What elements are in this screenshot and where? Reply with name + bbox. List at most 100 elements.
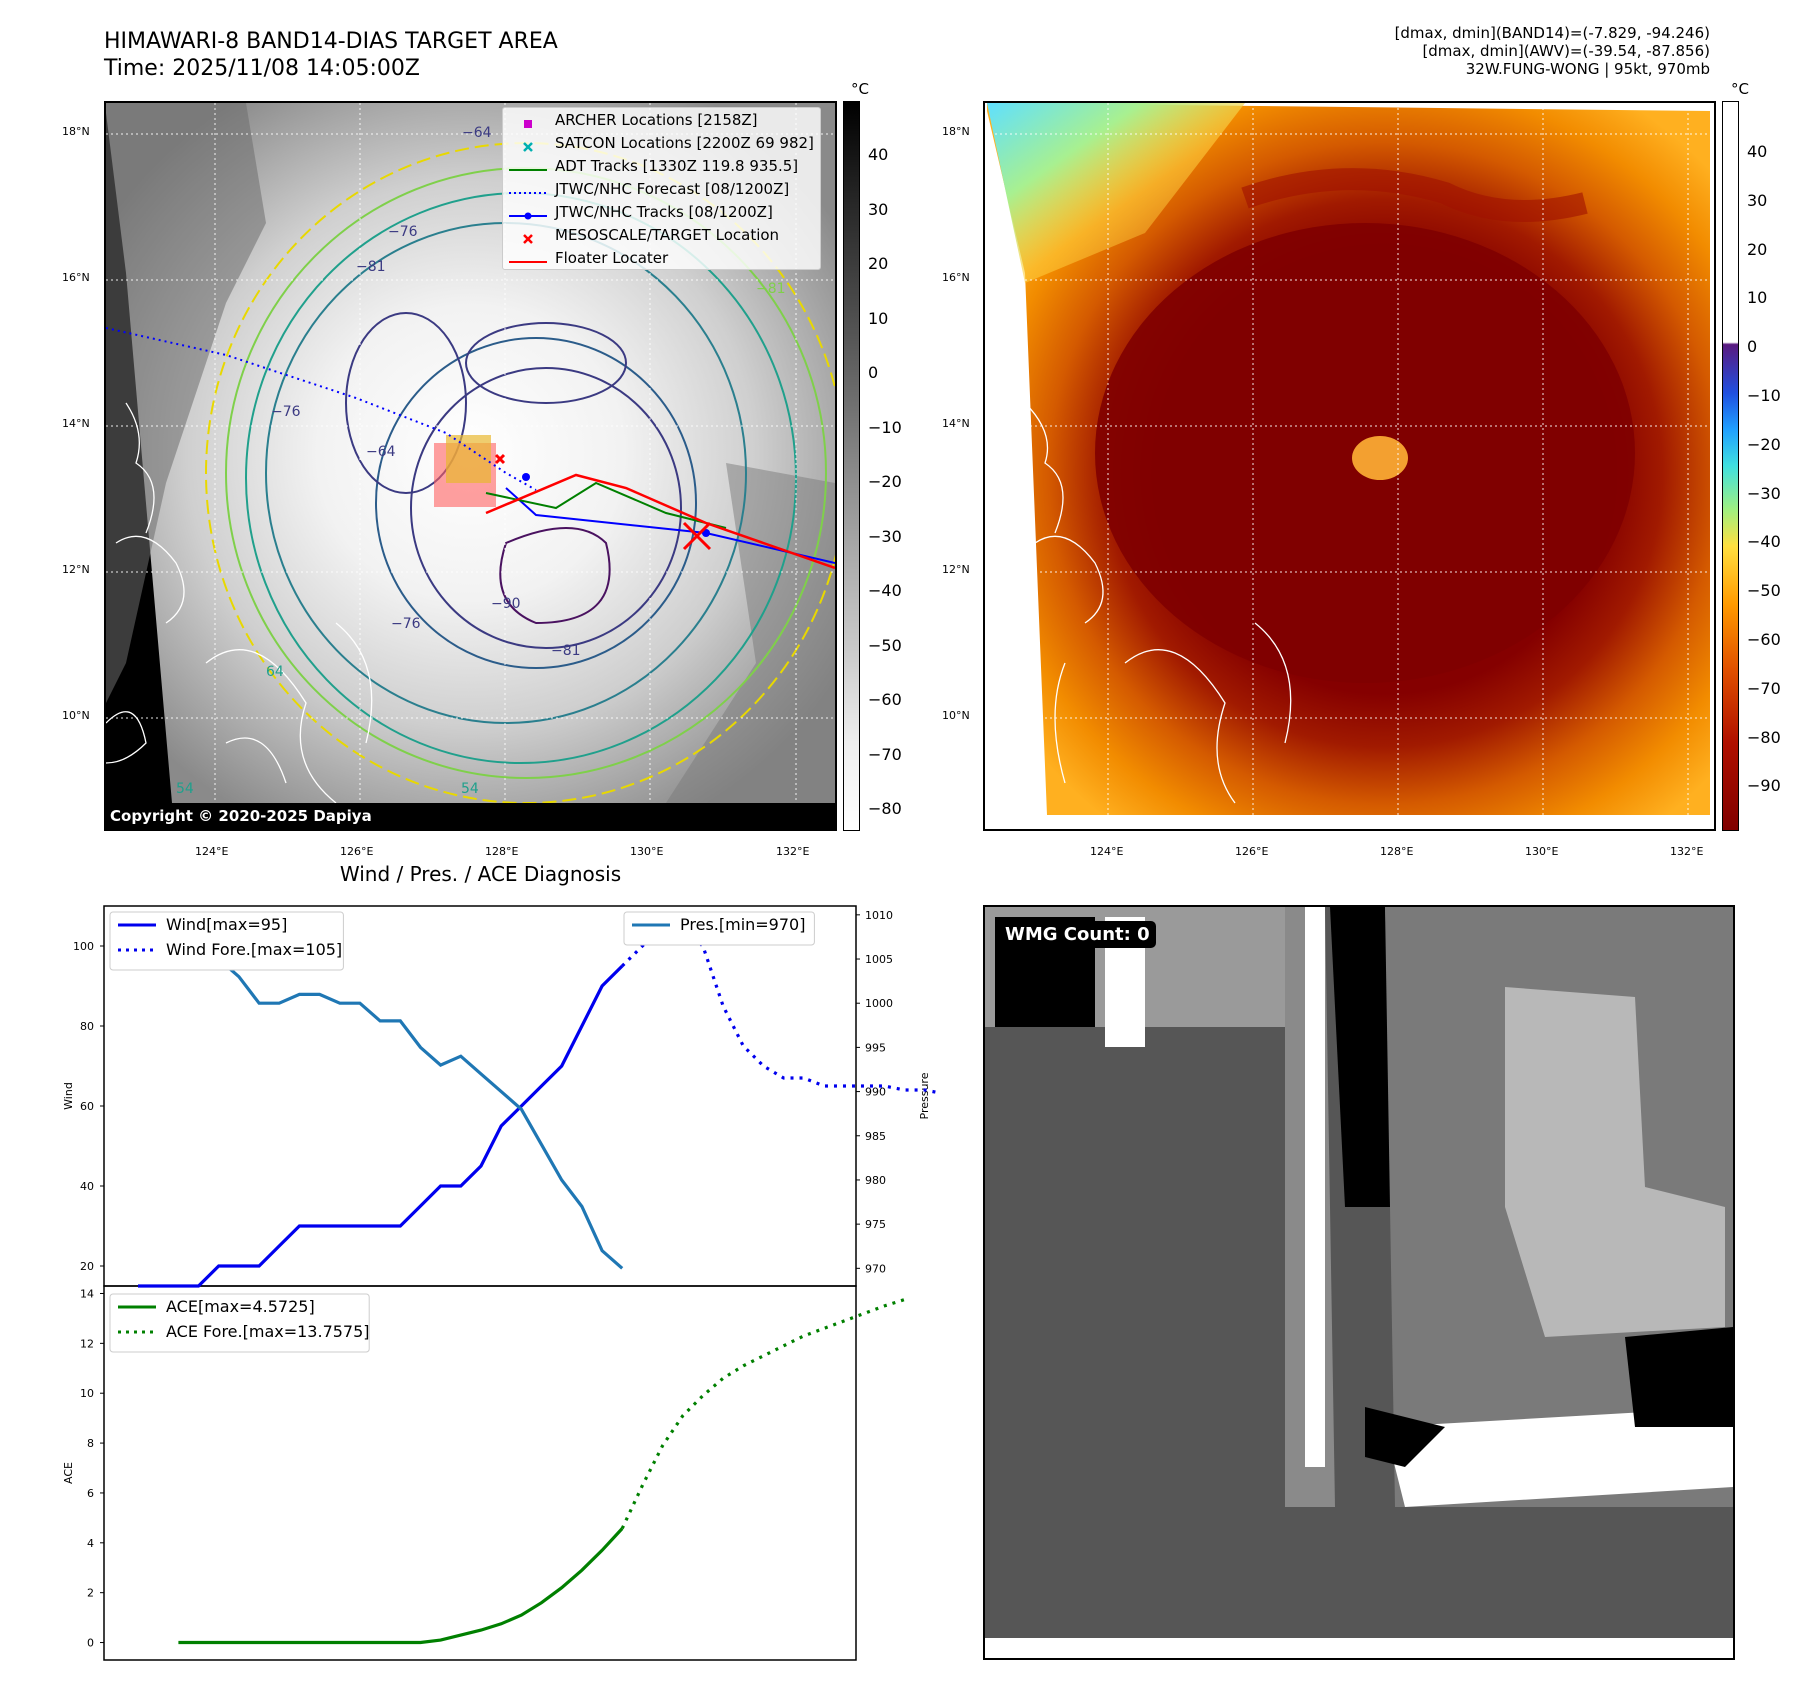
colorbar-tick: 10 (868, 308, 889, 328)
lon-label: 130°E (630, 845, 664, 858)
legend-entry: JTWC/NHC Tracks [08/1200Z] (503, 200, 820, 223)
colorbar-tick: −90 (1747, 776, 1781, 796)
colorbar-tick: 0 (868, 363, 879, 382)
legend-symbol (509, 253, 547, 263)
contour-label: 54 (176, 781, 194, 797)
ace-tick-label: 12 (80, 1337, 94, 1350)
pres-tick-label: 970 (865, 1262, 886, 1275)
pres-tick-label: 990 (865, 1086, 886, 1099)
ace-tick-label: 14 (80, 1287, 94, 1300)
pres-tick-label: 980 (865, 1174, 886, 1187)
lat-label: 12°N (942, 563, 970, 576)
colorbar-tick: −30 (1747, 483, 1781, 503)
colorbar-tick: −40 (1747, 532, 1781, 552)
colorbar-tick: −70 (868, 744, 902, 764)
colorbar-tick: −20 (868, 472, 902, 491)
legend-entry: ADT Tracks [1330Z 119.8 935.5] (503, 154, 820, 177)
lat-label: 18°N (942, 125, 970, 138)
colorbar-tick: −60 (1747, 630, 1781, 649)
awv-map-image (985, 103, 1714, 829)
legend-label: ACE Fore.[max=13.7575] (166, 1322, 370, 1341)
lat-label: 16°N (942, 271, 970, 284)
pressure-series-line (136, 922, 624, 1270)
ace-legend (109, 1293, 370, 1353)
contour-label: −76 (388, 224, 418, 240)
ir-legend: ARCHER Locations [2158Z] SATCON Locations… (502, 107, 821, 270)
colorbar-tick: −10 (868, 417, 902, 437)
contour-label: −64 (462, 125, 492, 141)
ace-tick-label: 2 (87, 1587, 94, 1600)
legend-label: SATCON Locations [2200Z 69 982] (555, 133, 814, 152)
colorbar-tick: 30 (868, 199, 889, 219)
colorbar-tick: 0 (1747, 337, 1758, 357)
awv-map-panel (983, 101, 1716, 831)
wind-series-line (138, 964, 624, 1288)
legend-entry: SATCON Locations [2200Z 69 982] (503, 131, 820, 154)
legend-symbol (509, 230, 547, 244)
ace-tick-label: 10 (80, 1387, 94, 1400)
contour-label: 64 (266, 664, 284, 680)
ace-axis-label: ACE (62, 1462, 75, 1484)
pres-tick-label: 985 (865, 1130, 886, 1143)
contour-label: −81 (356, 259, 386, 275)
legend-symbol (509, 161, 547, 171)
legend-label: Wind[max=95] (166, 915, 287, 934)
contour-label: 54 (461, 781, 479, 797)
legend-entry: ARCHER Locations [2158Z] (503, 108, 820, 131)
lon-label: 130°E (1525, 845, 1559, 858)
wind-tick-label: 60 (80, 1100, 94, 1113)
colorbar-tick: −50 (868, 635, 902, 655)
contour-label: −76 (271, 404, 301, 420)
legend-entry: MESOSCALE/TARGET Location (503, 223, 820, 246)
legend-label: JTWC/NHC Forecast [08/1200Z] (555, 179, 790, 198)
awv-colorbar (1722, 101, 1739, 831)
legend-entry: Floater Locater (503, 246, 820, 269)
contour-label: −76 (391, 616, 421, 632)
colorbar-tick: −50 (1747, 581, 1781, 601)
wmg-image (985, 907, 1733, 1658)
lon-label: 124°E (195, 845, 229, 858)
copyright-text: Copyright © 2020-2025 Dapiya (110, 807, 372, 825)
lat-label: 10°N (62, 709, 90, 722)
pres-tick-label: 1005 (865, 953, 893, 966)
ir-colorbar-unit: °C (851, 80, 869, 98)
lat-label: 16°N (62, 271, 90, 284)
ace-tick-label: 4 (87, 1537, 94, 1550)
wind-tick-label: 80 (80, 1020, 94, 1033)
diag-chart: 20406080100Wind9709759809859909951000100… (62, 905, 940, 1661)
colorbar-tick: −70 (1747, 678, 1781, 698)
legend-label: Wind Fore.[max=105] (166, 940, 342, 959)
info-block: [dmax, dmin](BAND14)=(-7.829, -94.246) [… (1395, 24, 1710, 78)
colorbar-tick: 40 (1747, 142, 1768, 161)
wind-forecast-line (621, 924, 940, 1095)
wind-tick-label: 100 (73, 940, 94, 953)
colorbar-tick: −60 (868, 690, 902, 709)
wind-legend (109, 911, 344, 971)
info-awv: [dmax, dmin](AWV)=(-39.54, -87.856) (1422, 42, 1710, 60)
colorbar-tick: −10 (1747, 386, 1781, 405)
colorbar-tick: −80 (1747, 727, 1781, 747)
lon-label: 128°E (1380, 845, 1414, 858)
pres-tick-label: 995 (865, 1041, 886, 1054)
legend-label: ACE[max=4.5725] (166, 1297, 315, 1316)
legend-symbol (509, 207, 547, 219)
lon-label: 132°E (1670, 845, 1704, 858)
colorbar-tick: 20 (1747, 239, 1768, 259)
pres-tick-label: 975 (865, 1218, 886, 1231)
ace-series-line (178, 1527, 624, 1645)
wind-tick-label: 20 (80, 1260, 94, 1273)
colorbar-tick: 40 (868, 145, 889, 164)
ir-map-image: −64 −76 −81 −90 −76 −81 64 −64 −76 54 54… (106, 103, 835, 829)
ace-forecast-line (620, 1297, 906, 1530)
wmg-count-badge: WMG Count: 0 (999, 921, 1156, 948)
ace-axes-frame (103, 1285, 857, 1661)
colorbar-tick: −40 (868, 581, 902, 600)
legend-label: ADT Tracks [1330Z 119.8 935.5] (555, 156, 799, 175)
pressure-legend (623, 911, 815, 946)
lat-label: 12°N (62, 563, 90, 576)
wind-axis-label: Wind (62, 1082, 75, 1110)
contour-label: −64 (366, 444, 396, 460)
lat-label: 18°N (62, 125, 90, 138)
legend-label: ARCHER Locations [2158Z] (555, 110, 758, 129)
colorbar-tick: −80 (868, 799, 902, 818)
